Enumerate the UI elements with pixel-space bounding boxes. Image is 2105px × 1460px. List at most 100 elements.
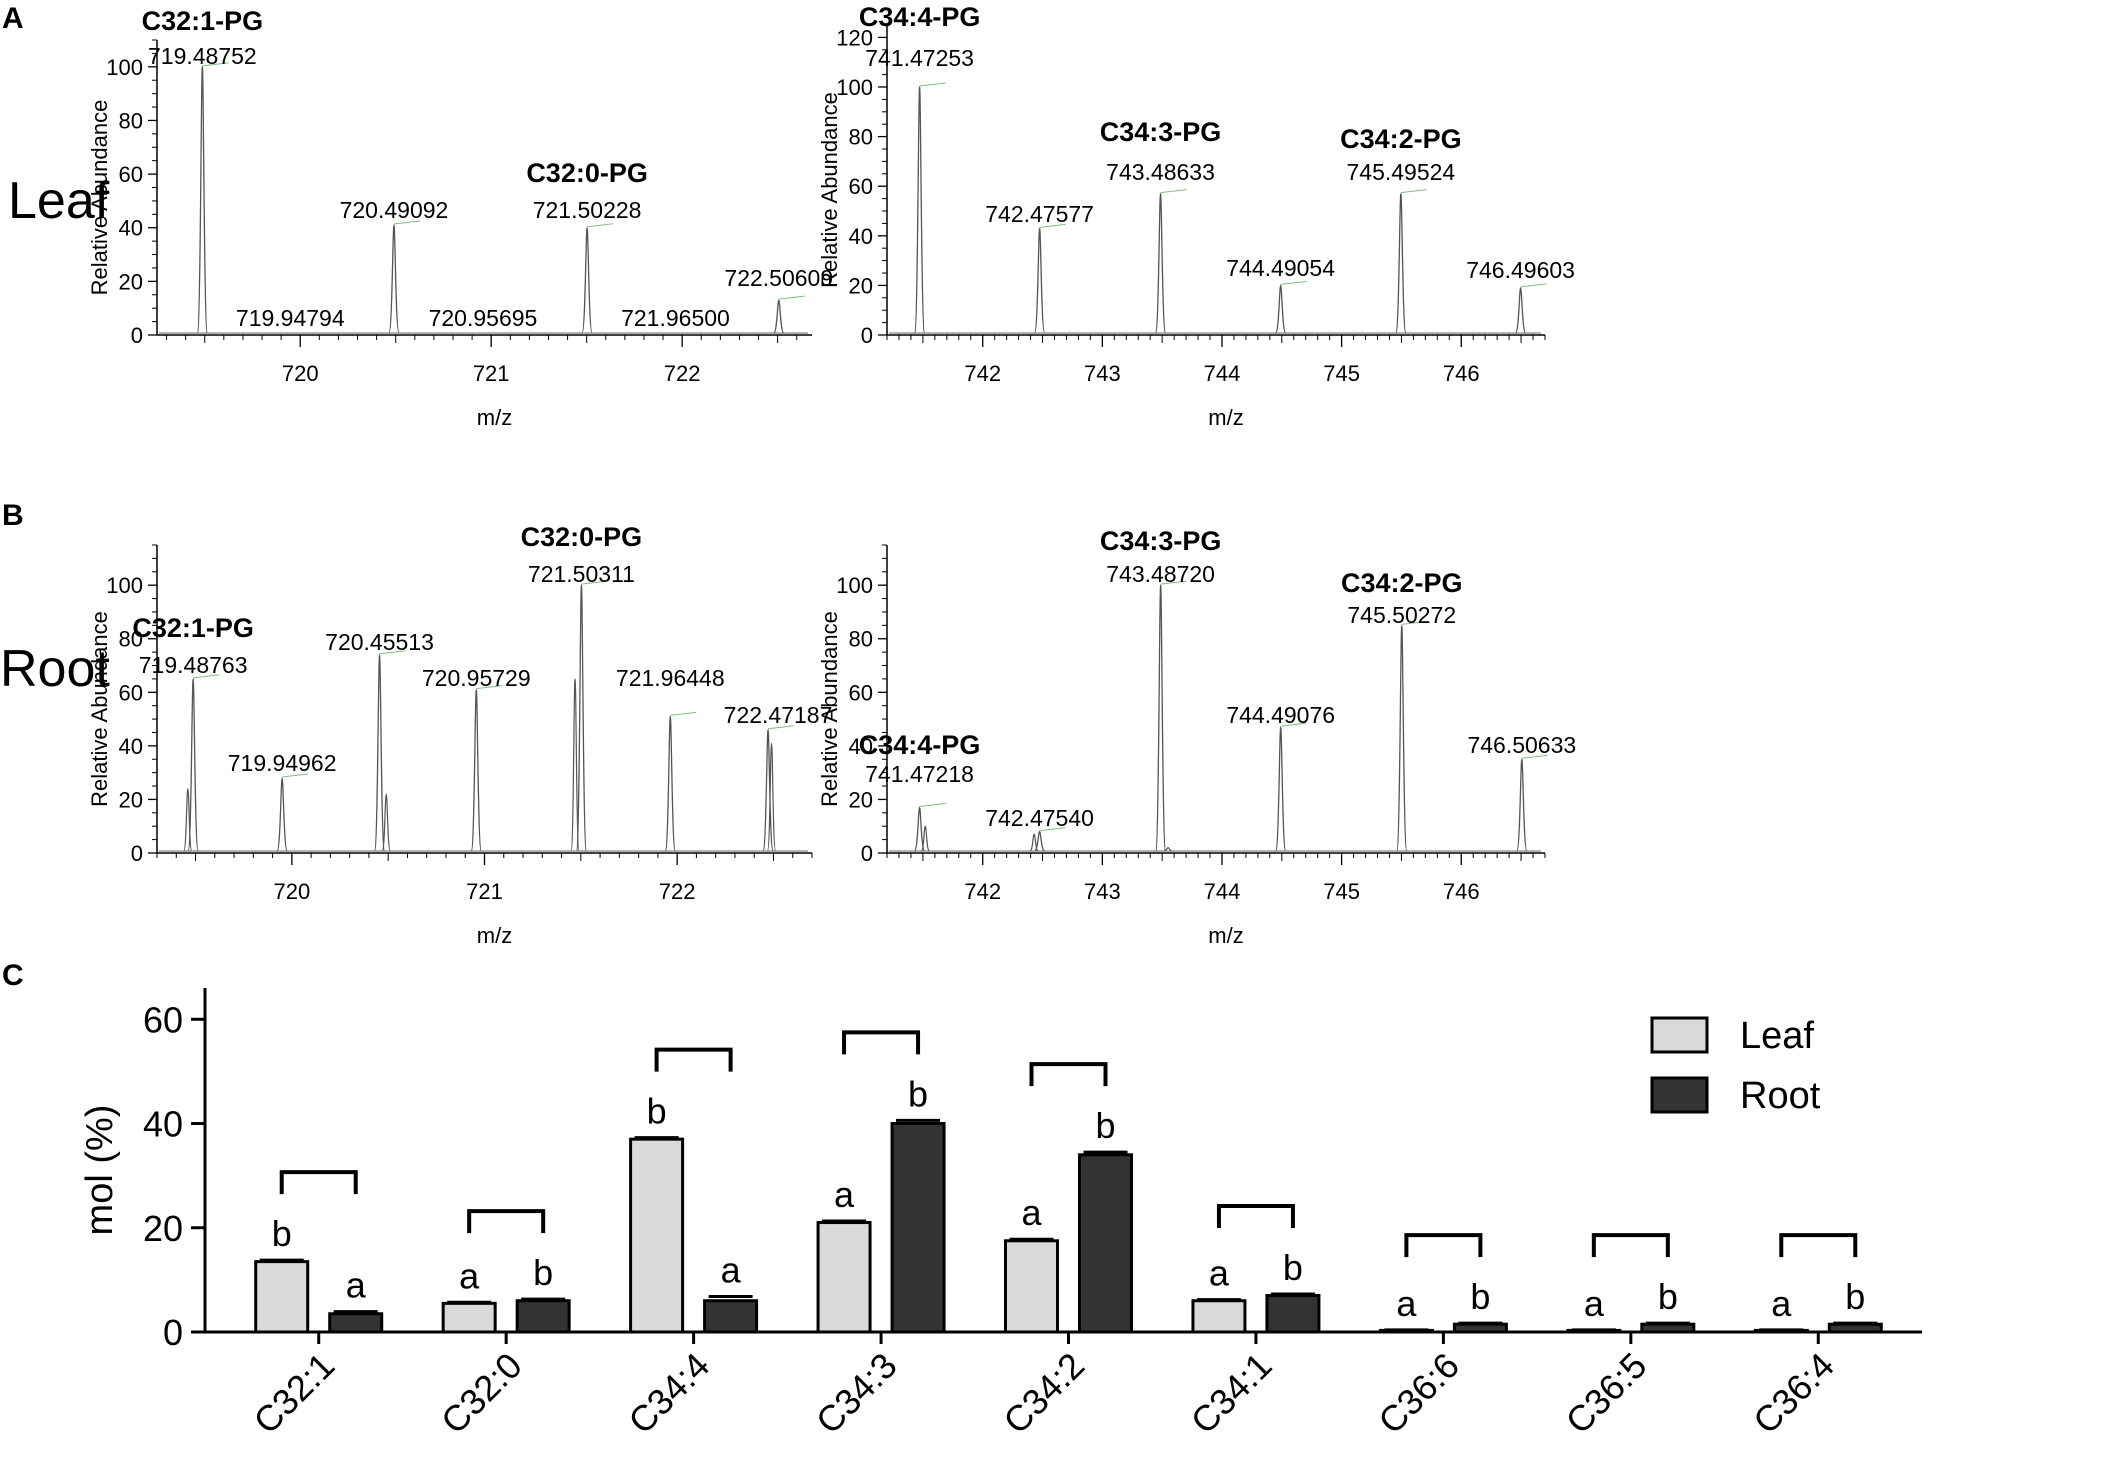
peak-marker [1039,223,1066,228]
peak-mz-label: 744.49054 [1226,255,1335,281]
peak-mz-label: 741.47253 [865,45,974,71]
category-label: C34:4 [620,1345,717,1442]
peak-marker [393,220,421,225]
y-axis-label: mol (%) [79,1105,121,1236]
legend-label: Root [1740,1075,1821,1117]
significance-letter: a [1209,1253,1230,1294]
significance-letter: a [459,1255,480,1296]
spectrum-peak [913,806,926,852]
y-tick-label: 0 [131,841,143,866]
peak-mz-label: 743.48633 [1106,159,1215,185]
x-tick-label: 744 [1204,879,1241,904]
y-tick-label: 40 [849,734,873,759]
x-axis-label: m/z [1208,405,1243,430]
category-label: C34:1 [1183,1345,1280,1442]
comparison-bracket [654,1047,733,1072]
bar-root [1452,1322,1508,1334]
y-tick-label: 20 [849,787,873,812]
spectrum-peak [196,66,208,334]
y-axis-label: Relative Abundance [817,611,842,807]
x-tick-label: 744 [1204,361,1241,386]
significance-letter: b [1095,1105,1115,1146]
significance-letter: a [1771,1283,1792,1324]
peak-species-label: C32:0-PG [526,158,648,188]
y-tick-label: 100 [836,75,873,100]
peak-mz-label: 719.48763 [139,652,248,678]
peak-marker [282,773,309,778]
row-label-leaf: Leaf [8,172,110,230]
bar-root [1827,1322,1883,1334]
panel-label-b: B [2,499,24,532]
x-axis-label: m/z [477,923,512,948]
y-tick-label: 0 [163,1312,183,1353]
spectrum-peak [187,678,199,852]
y-tick-label: 0 [861,323,873,348]
spectrum-minor-peak [1164,847,1173,852]
category-label: C36:6 [1370,1345,1467,1442]
y-tick-label: 20 [849,273,873,298]
peak-mz-label: 745.50272 [1347,602,1456,628]
spectrum-peak [1516,758,1528,852]
peak-marker [1280,280,1307,285]
x-tick-label: 722 [659,879,696,904]
peak-marker [1401,620,1428,625]
x-tick-label: 743 [1084,879,1121,904]
y-tick-label: 60 [143,999,183,1040]
spectrum-minor-peak [920,825,930,852]
spectrum-minor-peak [381,793,391,852]
peak-marker [202,62,229,67]
peak-mz-label: 720.49092 [340,197,449,223]
significance-letter: a [834,1174,855,1215]
bar-leaf [254,1260,310,1334]
bar-root [890,1122,946,1334]
spectrum-peak [1154,584,1167,852]
significance-letter: b [1845,1276,1865,1317]
x-tick-label: 722 [664,361,701,386]
comparison-bracket [1591,1233,1670,1258]
y-tick-label: 80 [119,627,143,652]
y-tick-label: 0 [131,323,143,348]
comparison-bracket [1779,1233,1858,1258]
bar-root [1640,1322,1696,1334]
significance-letter: b [272,1213,292,1254]
category-label: C34:2 [995,1345,1092,1442]
y-axis-label: Relative Abundance [87,611,112,807]
significance-letter: b [908,1073,928,1114]
spectrum-peak [1514,287,1527,334]
peak-mz-label: 719.94794 [236,305,345,331]
significance-letter: b [1658,1276,1678,1317]
y-tick-label: 40 [119,216,143,241]
bar-root [1265,1294,1321,1334]
category-label: C32:1 [245,1345,342,1442]
peak-marker [581,580,608,585]
bar-root [1078,1153,1133,1334]
y-tick-label: 60 [119,680,143,705]
spectrum-b-root-left: 0 20 40 60 80 100 720 721 722 m/z Relative Abundan… [87,522,832,948]
x-tick-label: 746 [1443,879,1480,904]
peak-marker [919,802,946,807]
significance-letter: a [1396,1283,1417,1324]
spectrum-peak [1033,227,1046,334]
peak-mz-label: 719.94962 [228,750,337,776]
x-axis-label: m/z [1208,923,1243,948]
peak-mz-label: 720.45513 [325,629,434,655]
spectrum-peak [388,224,400,334]
peak-marker [1039,827,1066,832]
legend-label: Leaf [1740,1015,1814,1057]
bar-leaf [441,1301,497,1334]
spectrum-minor-peak [1029,833,1039,852]
spectrum-b-root-right: 0 20 40 60 80 100 742 743 744 745 746 m/z Relative A… [817,526,1576,948]
peak-mz-label: 742.47540 [985,805,1094,831]
significance-letter: a [1584,1283,1605,1324]
y-tick-label: 0 [861,841,873,866]
y-tick-label: 20 [143,1208,183,1249]
y-tick-label: 80 [849,627,873,652]
bar-leaf [629,1137,685,1334]
y-tick-label: 120 [836,25,873,50]
category-label: C32:0 [433,1345,530,1442]
spectrum-peak [581,227,593,334]
spectrum-peak [913,86,926,334]
peak-marker [587,223,614,228]
y-tick-label: 20 [119,787,143,812]
peak-mz-label: 741.47218 [865,761,974,787]
